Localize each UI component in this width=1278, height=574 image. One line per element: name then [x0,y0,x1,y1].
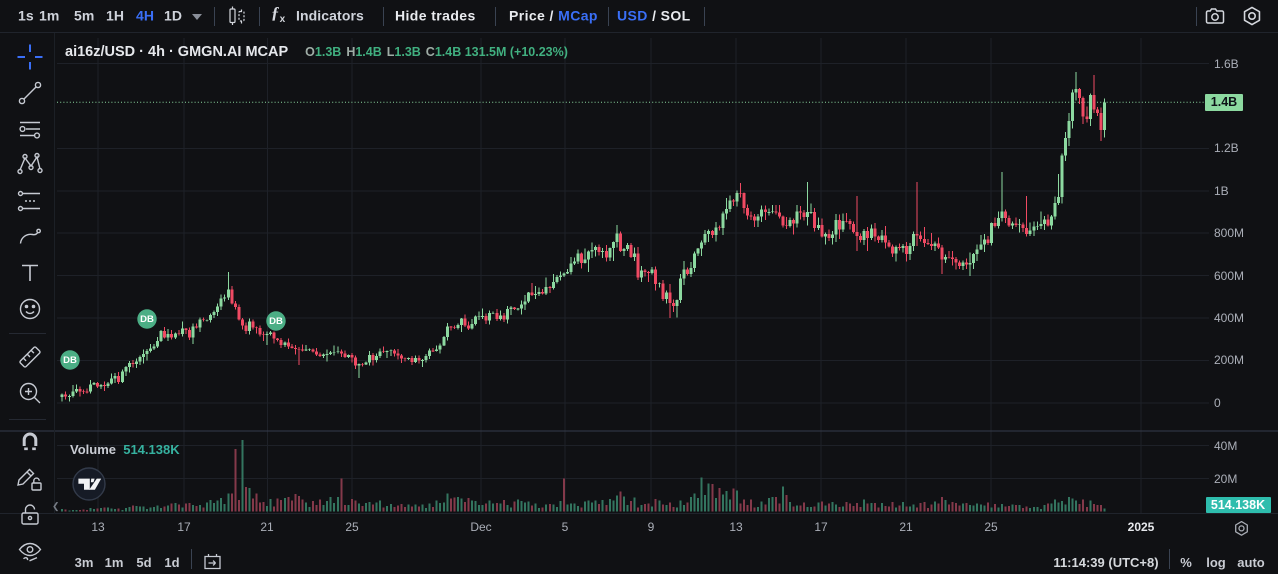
svg-text:DB: DB [269,316,283,327]
svg-text:DB: DB [63,355,77,366]
svg-text:DB: DB [140,314,154,325]
